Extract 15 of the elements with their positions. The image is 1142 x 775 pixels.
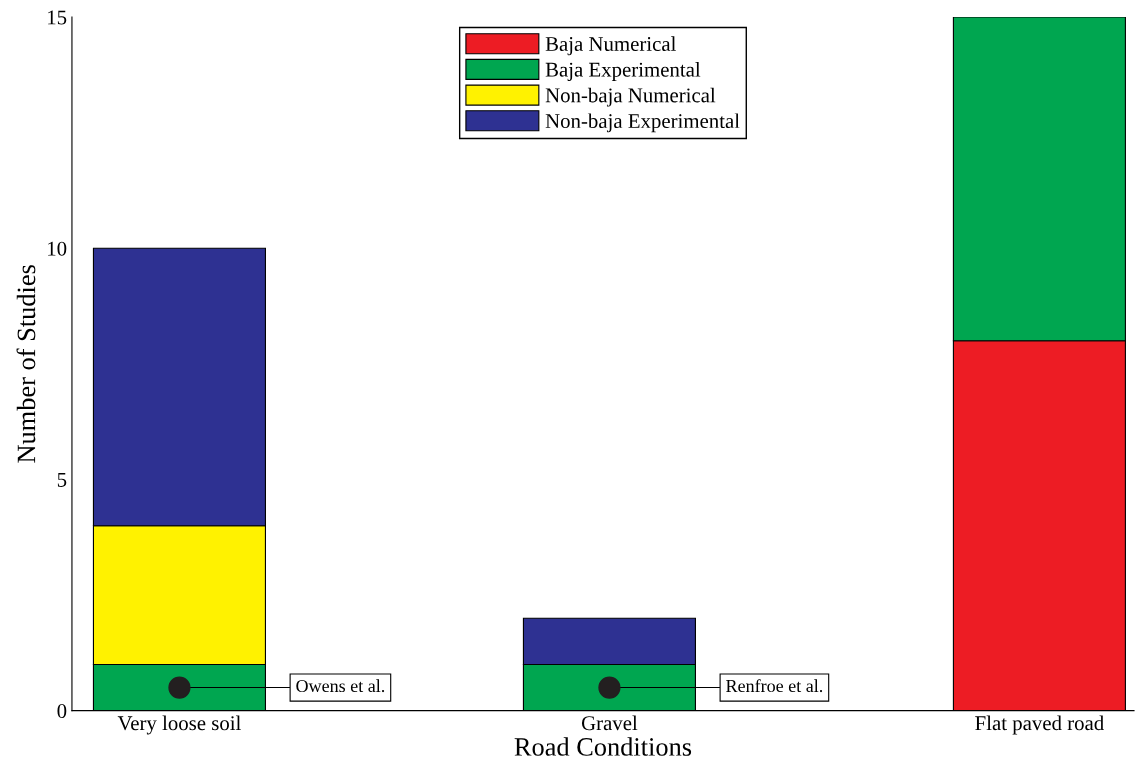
x-tick-label: Flat paved road — [975, 715, 1104, 735]
legend-label: Baja Numerical — [545, 36, 676, 56]
annotation: Owens et al. — [296, 679, 385, 693]
legend-label: Baja Experimental — [545, 62, 701, 81]
y-axis-title: Number of Studies — [16, 265, 36, 463]
legend-label: Non-baja Experimental — [545, 113, 740, 133]
x-tick-label: Gravel — [581, 715, 638, 731]
x-tick-label: Very loose soil — [117, 715, 241, 735]
legend-label: Non-baja Numerical — [545, 87, 716, 107]
x-axis-title: Road Conditions — [514, 737, 692, 756]
y-tick-label: 0 — [57, 704, 67, 719]
y-tick-label: 10 — [48, 241, 67, 256]
y-tick-label: 5 — [57, 473, 67, 487]
annotation: Renfroe et al. — [726, 679, 823, 693]
y-tick-label: 15 — [48, 10, 67, 25]
